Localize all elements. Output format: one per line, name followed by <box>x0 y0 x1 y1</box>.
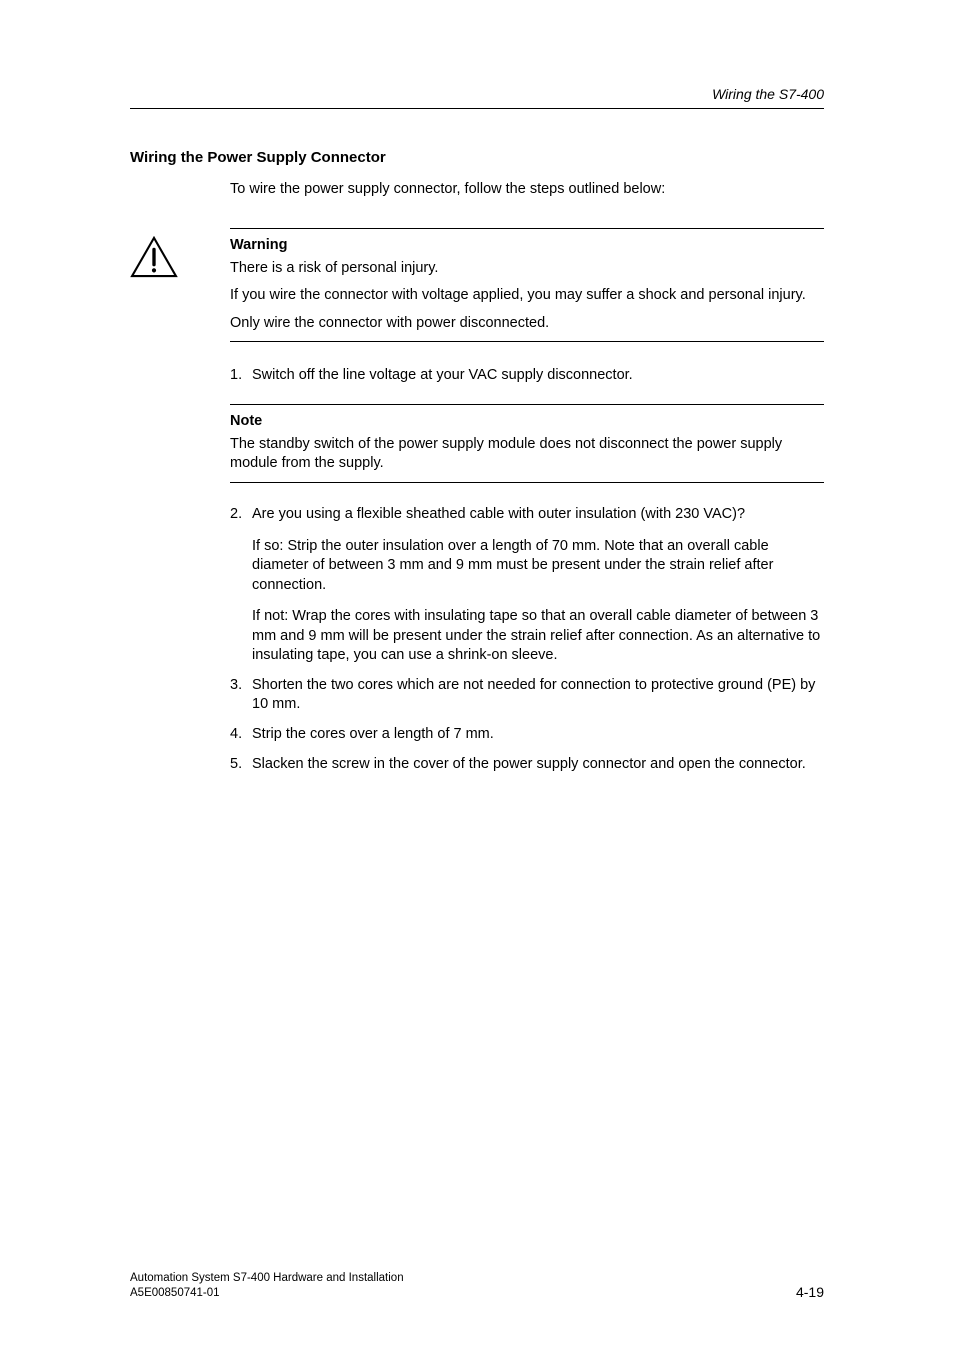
note-label: Note <box>230 413 824 429</box>
warning-p3: Only wire the connector with power disco… <box>230 314 824 334</box>
step-2-text: Are you using a flexible sheathed cable … <box>252 505 824 525</box>
step-list-1: 1. Switch off the line voltage at your V… <box>230 366 824 386</box>
step-5: 5. Slacken the screw in the cover of the… <box>230 755 824 775</box>
section-intro: To wire the power supply connector, foll… <box>230 180 824 200</box>
footer-line1: Automation System S7-400 Hardware and In… <box>130 1271 404 1285</box>
step-1: 1. Switch off the line voltage at your V… <box>230 366 824 386</box>
note-bottom-rule <box>230 482 824 483</box>
header-rule <box>130 108 824 109</box>
note-block: Note The standby switch of the power sup… <box>130 404 824 483</box>
page-container: Wiring the S7-400 Wiring the Power Suppl… <box>0 0 954 774</box>
step-4-num: 4. <box>230 725 252 745</box>
page-footer: Automation System S7-400 Hardware and In… <box>130 1271 824 1300</box>
warning-label: Warning <box>230 237 824 253</box>
warning-block: Warning There is a risk of personal inju… <box>130 228 824 343</box>
warning-top-rule <box>230 228 824 229</box>
warning-triangle-icon <box>130 236 178 278</box>
step-3-num: 3. <box>230 676 252 715</box>
step-2-content: Are you using a flexible sheathed cable … <box>252 505 824 666</box>
page-number: 4-19 <box>796 1284 824 1300</box>
step-4-text: Strip the cores over a length of 7 mm. <box>252 725 824 745</box>
note-top-rule <box>230 404 824 405</box>
warning-p2: If you wire the connector with voltage a… <box>230 286 824 306</box>
running-header: Wiring the S7-400 <box>130 86 824 102</box>
step-list-2: 2. Are you using a flexible sheathed cab… <box>230 505 824 774</box>
step-5-num: 5. <box>230 755 252 775</box>
step-3-text: Shorten the two cores which are not need… <box>252 676 824 715</box>
step-1-num: 1. <box>230 366 252 386</box>
section-heading: Wiring the Power Supply Connector <box>130 149 824 166</box>
step-5-text: Slacken the screw in the cover of the po… <box>252 755 824 775</box>
footer-left: Automation System S7-400 Hardware and In… <box>130 1271 404 1300</box>
step-1-text: Switch off the line voltage at your VAC … <box>252 366 824 386</box>
note-text: The standby switch of the power supply m… <box>230 435 824 474</box>
step-4: 4. Strip the cores over a length of 7 mm… <box>230 725 824 745</box>
step-2-num: 2. <box>230 505 252 666</box>
warning-p1: There is a risk of personal injury. <box>230 259 824 279</box>
step-2: 2. Are you using a flexible sheathed cab… <box>230 505 824 666</box>
step-2a-text: If so: Strip the outer insulation over a… <box>252 537 824 596</box>
footer-line2: A5E00850741-01 <box>130 1286 404 1300</box>
warning-bottom-rule <box>230 341 824 342</box>
step-2b-text: If not: Wrap the cores with insulating t… <box>252 607 824 666</box>
step-3: 3. Shorten the two cores which are not n… <box>230 676 824 715</box>
